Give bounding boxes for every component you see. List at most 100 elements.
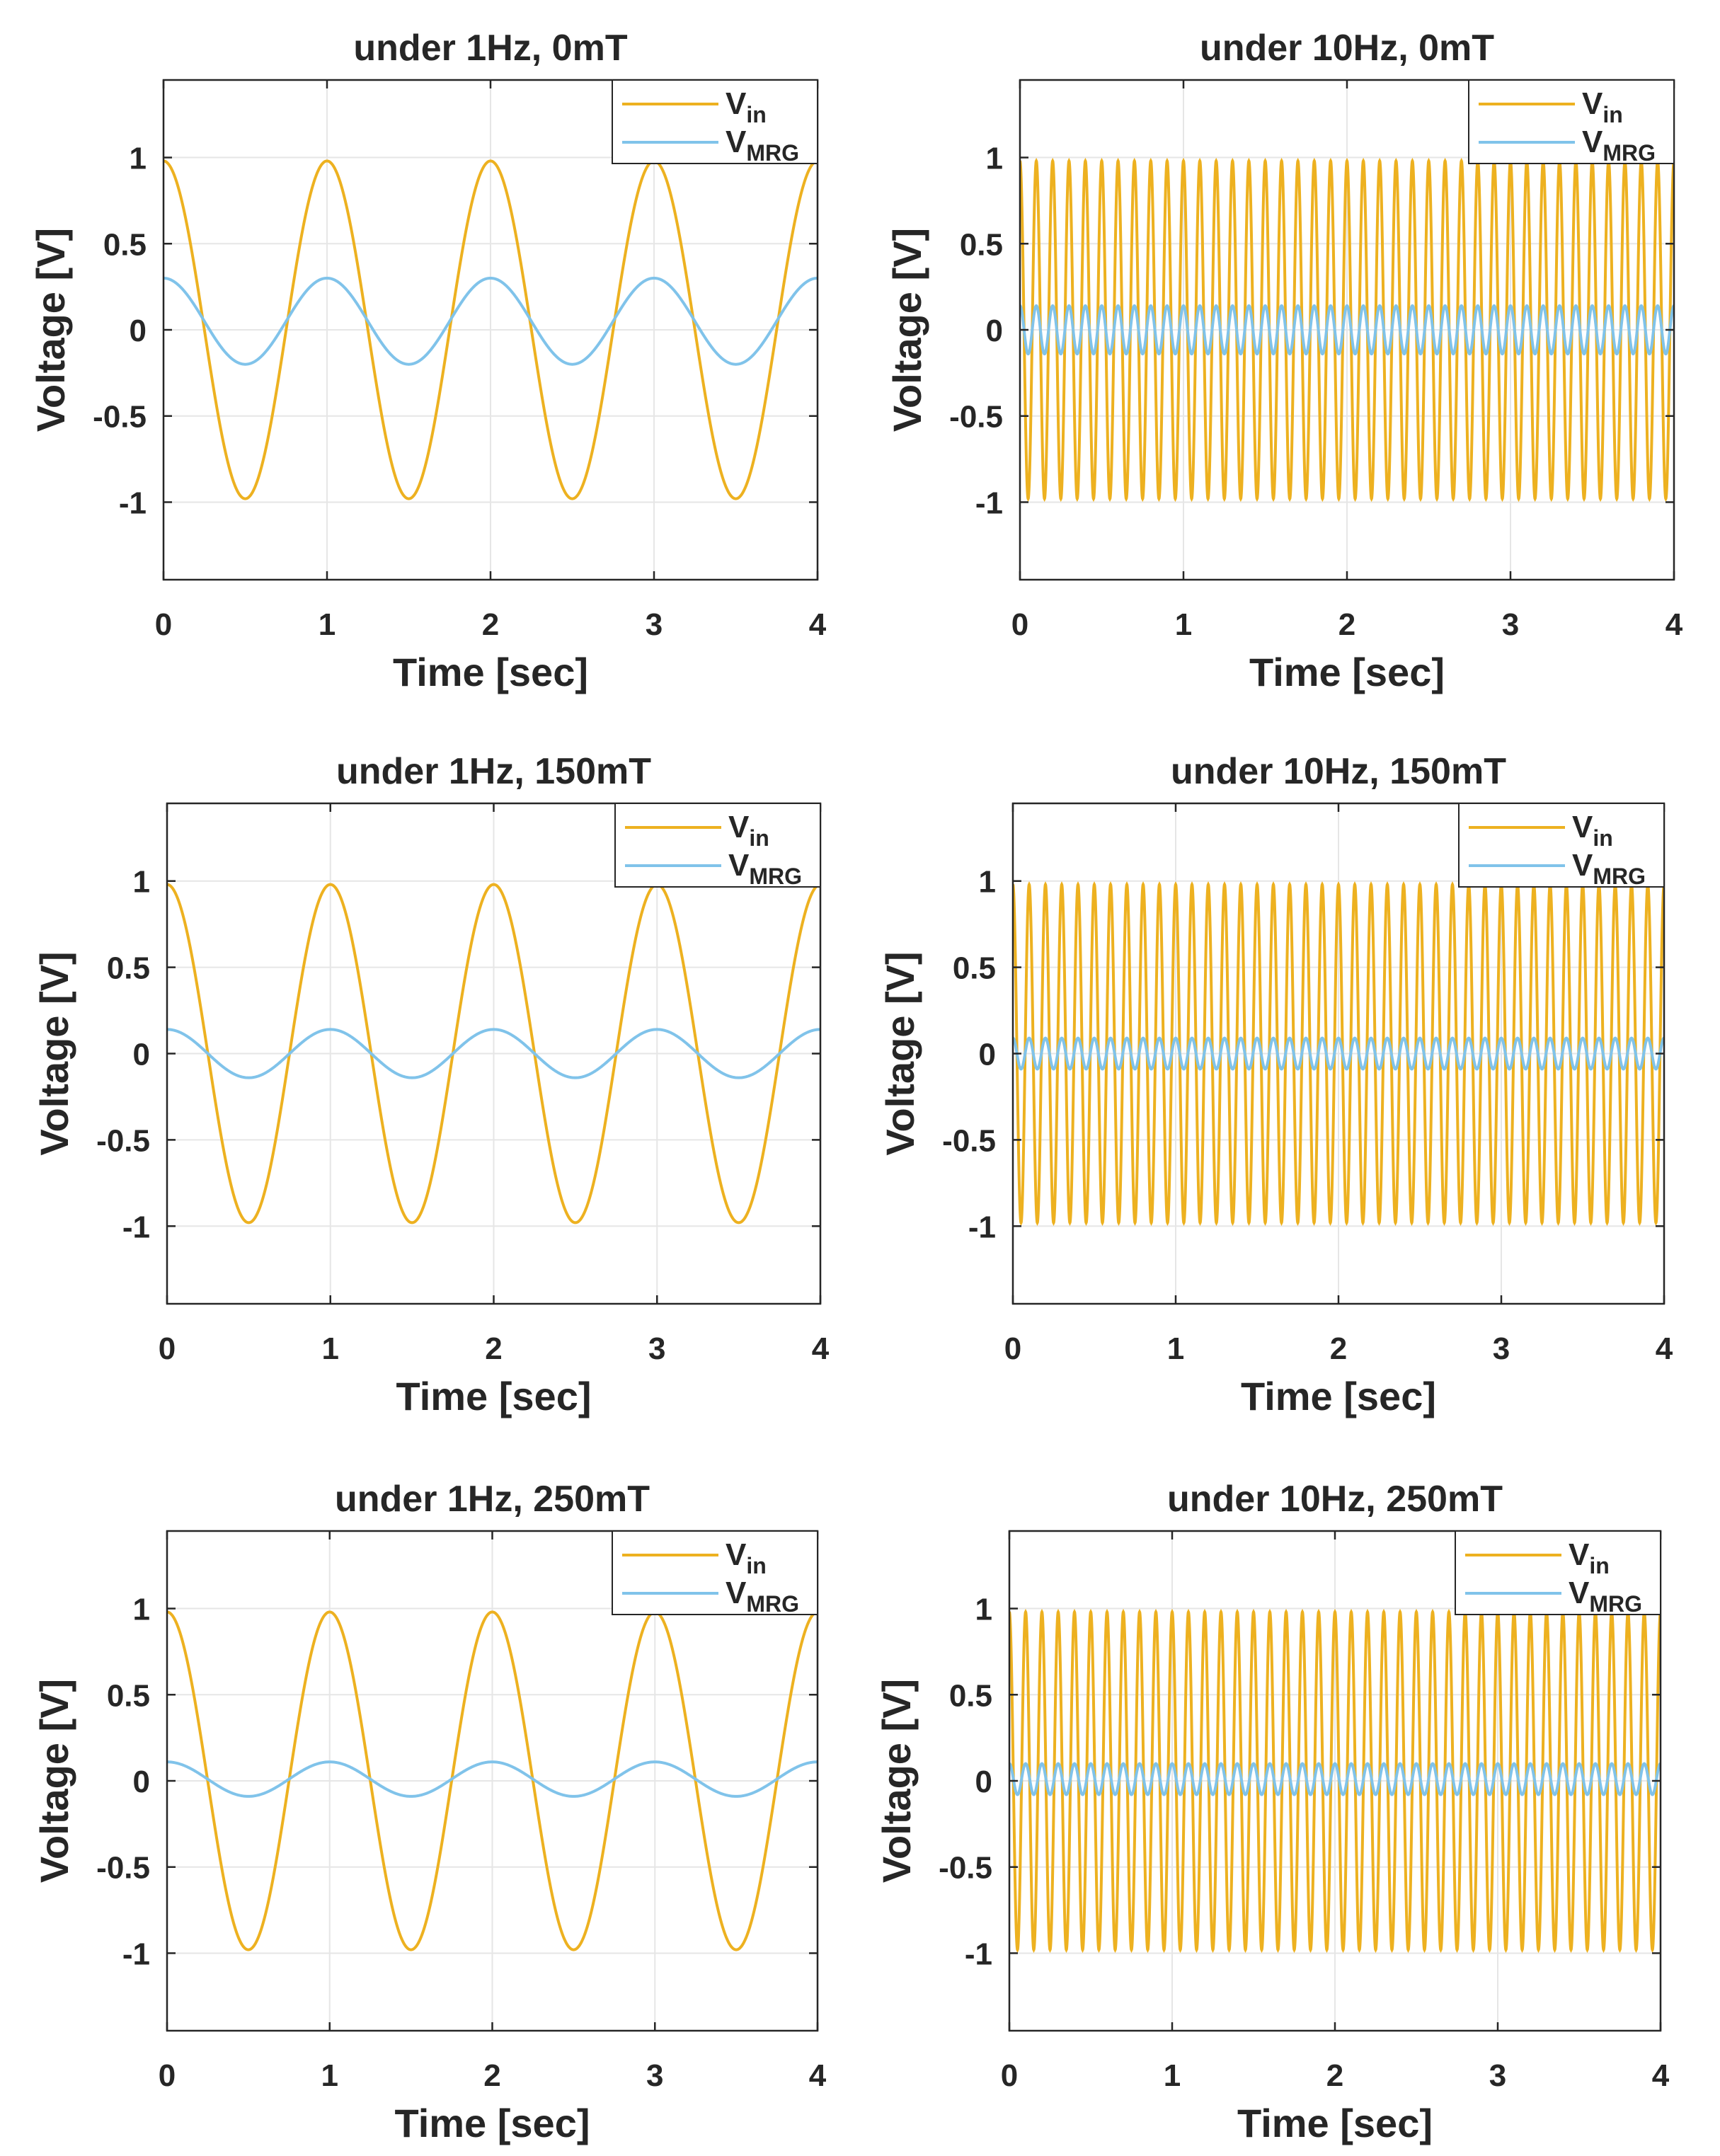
y-tick-label: 0.5 <box>103 227 147 262</box>
legend-label: VMRG <box>728 848 802 889</box>
series-line-vmrg <box>1013 1036 1664 1071</box>
y-tick-label: 0.5 <box>953 951 996 986</box>
y-tick-label: -0.5 <box>96 1851 150 1886</box>
y-tick-label: -1 <box>122 1937 150 1971</box>
series-line-vmrg <box>1009 1762 1661 1796</box>
chart-panel-3: 0 1 2 3 4 1 0.5 0 -0.5 -1 under 1Hz, 150mT Time [se… <box>32 751 830 1418</box>
y-axis-label: Voltage [V] <box>28 228 73 432</box>
x-tick-label: 2 <box>1338 607 1355 642</box>
y-tick-label: 0 <box>979 1038 996 1072</box>
x-axis-label: Time [sec] <box>396 1374 592 1418</box>
x-tick-label: 4 <box>1665 607 1683 642</box>
x-tick-label: 0 <box>159 2058 176 2093</box>
legend-label: VMRG <box>726 125 799 166</box>
y-tick-label: 0 <box>130 314 147 348</box>
legend-label: VMRG <box>1582 125 1656 166</box>
chart-title: under 1Hz, 250mT <box>335 1479 650 1520</box>
y-tick-label: 0 <box>133 1765 150 1799</box>
x-tick-label: 2 <box>1326 2058 1343 2093</box>
x-tick-label: 3 <box>646 607 663 642</box>
y-tick-label: -0.5 <box>93 400 147 435</box>
x-tick-label: 2 <box>482 607 499 642</box>
x-axis-label: Time [sec] <box>393 650 588 694</box>
x-tick-label: 3 <box>1502 607 1519 642</box>
chart-panel-6: 0 1 2 3 4 1 0.5 0 -0.5 -1 under 10Hz, 250mT Time [s… <box>874 1479 1670 2145</box>
y-axis-label: Voltage [V] <box>885 228 929 432</box>
x-tick-label: 4 <box>1652 2058 1670 2093</box>
y-tick-label: 0.5 <box>107 951 150 986</box>
legend-box <box>612 1530 818 1615</box>
series-line-vmrg <box>164 276 818 366</box>
y-tick-label: 0 <box>986 314 1003 348</box>
legend-label: VMRG <box>1572 848 1646 889</box>
y-tick-label: 0.5 <box>960 227 1003 262</box>
x-tick-label: 4 <box>1656 1331 1673 1366</box>
y-axis-label: Voltage [V] <box>32 1679 76 1883</box>
chart-panel-2: 0 1 2 3 4 1 0.5 0 -0.5 -1 under 10Hz, 0mT Time [sec… <box>885 28 1683 694</box>
y-axis-label: Voltage [V] <box>878 951 922 1155</box>
x-tick-label: 4 <box>809 607 827 642</box>
x-tick-label: 0 <box>159 1331 176 1366</box>
chart-panel-4: 0 1 2 3 4 1 0.5 0 -0.5 -1 under 10Hz, 150mT Time [s… <box>878 751 1673 1418</box>
y-axis-label: Voltage [V] <box>874 1679 919 1883</box>
series-line-vin <box>164 159 818 500</box>
series-line-vmrg <box>167 1760 818 1798</box>
x-tick-label: 2 <box>483 2058 500 2093</box>
chart-title: under 1Hz, 150mT <box>336 751 651 792</box>
x-tick-label: 1 <box>321 2058 338 2093</box>
y-tick-label: -1 <box>122 1210 150 1244</box>
legend-label: Vin <box>1582 86 1623 127</box>
x-tick-label: 1 <box>319 607 336 642</box>
legend-label: Vin <box>728 810 769 851</box>
x-tick-label: 1 <box>1175 607 1192 642</box>
y-tick-label: 0 <box>133 1038 150 1072</box>
x-tick-label: 0 <box>155 607 172 642</box>
legend-box <box>1458 803 1665 888</box>
series-line-vin <box>1009 1608 1661 1954</box>
y-tick-label: -1 <box>968 1210 996 1244</box>
chart-title: under 10Hz, 0mT <box>1200 28 1494 69</box>
legend-box <box>612 79 818 164</box>
x-tick-label: 1 <box>322 1331 339 1366</box>
series-line-vin <box>167 1610 818 1951</box>
x-tick-label: 2 <box>1330 1331 1347 1366</box>
x-tick-label: 0 <box>1004 1331 1021 1366</box>
y-tick-label: 1 <box>986 142 1003 176</box>
legend-box <box>614 803 821 888</box>
x-axis-label: Time [sec] <box>1241 1374 1436 1418</box>
x-tick-label: 3 <box>1489 2058 1506 2093</box>
x-tick-label: 1 <box>1167 1331 1184 1366</box>
legend-label: Vin <box>1572 810 1613 851</box>
x-axis-label: Time [sec] <box>395 2101 590 2145</box>
series-line-vmrg <box>1020 304 1674 356</box>
chart-title: under 10Hz, 250mT <box>1167 1479 1503 1520</box>
y-tick-label: 0 <box>975 1765 992 1799</box>
chart-panel-1: 0 1 2 3 4 1 0.5 0 -0.5 -1 under 1Hz, 0mT Time [sec]… <box>28 28 827 694</box>
legend-label: Vin <box>726 1537 767 1578</box>
y-tick-label: 1 <box>975 1593 992 1627</box>
y-tick-label: -1 <box>965 1937 992 1971</box>
legend-label: VMRG <box>726 1576 799 1617</box>
y-tick-label: -0.5 <box>939 1851 992 1886</box>
y-tick-label: -0.5 <box>942 1123 996 1158</box>
x-axis-label: Time [sec] <box>1237 2101 1433 2145</box>
x-tick-label: 2 <box>485 1331 502 1366</box>
x-tick-label: 3 <box>1493 1331 1510 1366</box>
legend-label: VMRG <box>1569 1576 1642 1617</box>
series-line-vmrg <box>167 1028 820 1079</box>
x-tick-label: 0 <box>1001 2058 1018 2093</box>
y-tick-label: -0.5 <box>96 1123 150 1158</box>
x-tick-label: 4 <box>812 1331 830 1366</box>
x-tick-label: 0 <box>1011 607 1028 642</box>
legend-label: Vin <box>1569 1537 1610 1578</box>
x-tick-label: 4 <box>809 2058 827 2093</box>
y-tick-label: -0.5 <box>949 400 1003 435</box>
y-tick-label: 1 <box>133 865 150 900</box>
x-axis-label: Time [sec] <box>1249 650 1445 694</box>
